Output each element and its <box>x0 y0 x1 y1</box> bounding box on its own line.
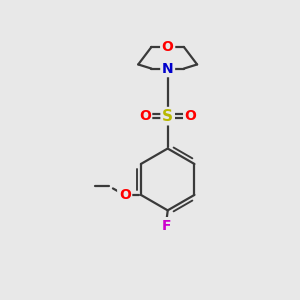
Text: O: O <box>162 40 174 54</box>
Text: F: F <box>161 219 171 233</box>
Text: O: O <box>119 188 130 202</box>
Text: N: N <box>162 61 173 76</box>
Text: S: S <box>162 109 173 124</box>
Text: O: O <box>139 109 151 123</box>
Text: O: O <box>185 109 197 123</box>
